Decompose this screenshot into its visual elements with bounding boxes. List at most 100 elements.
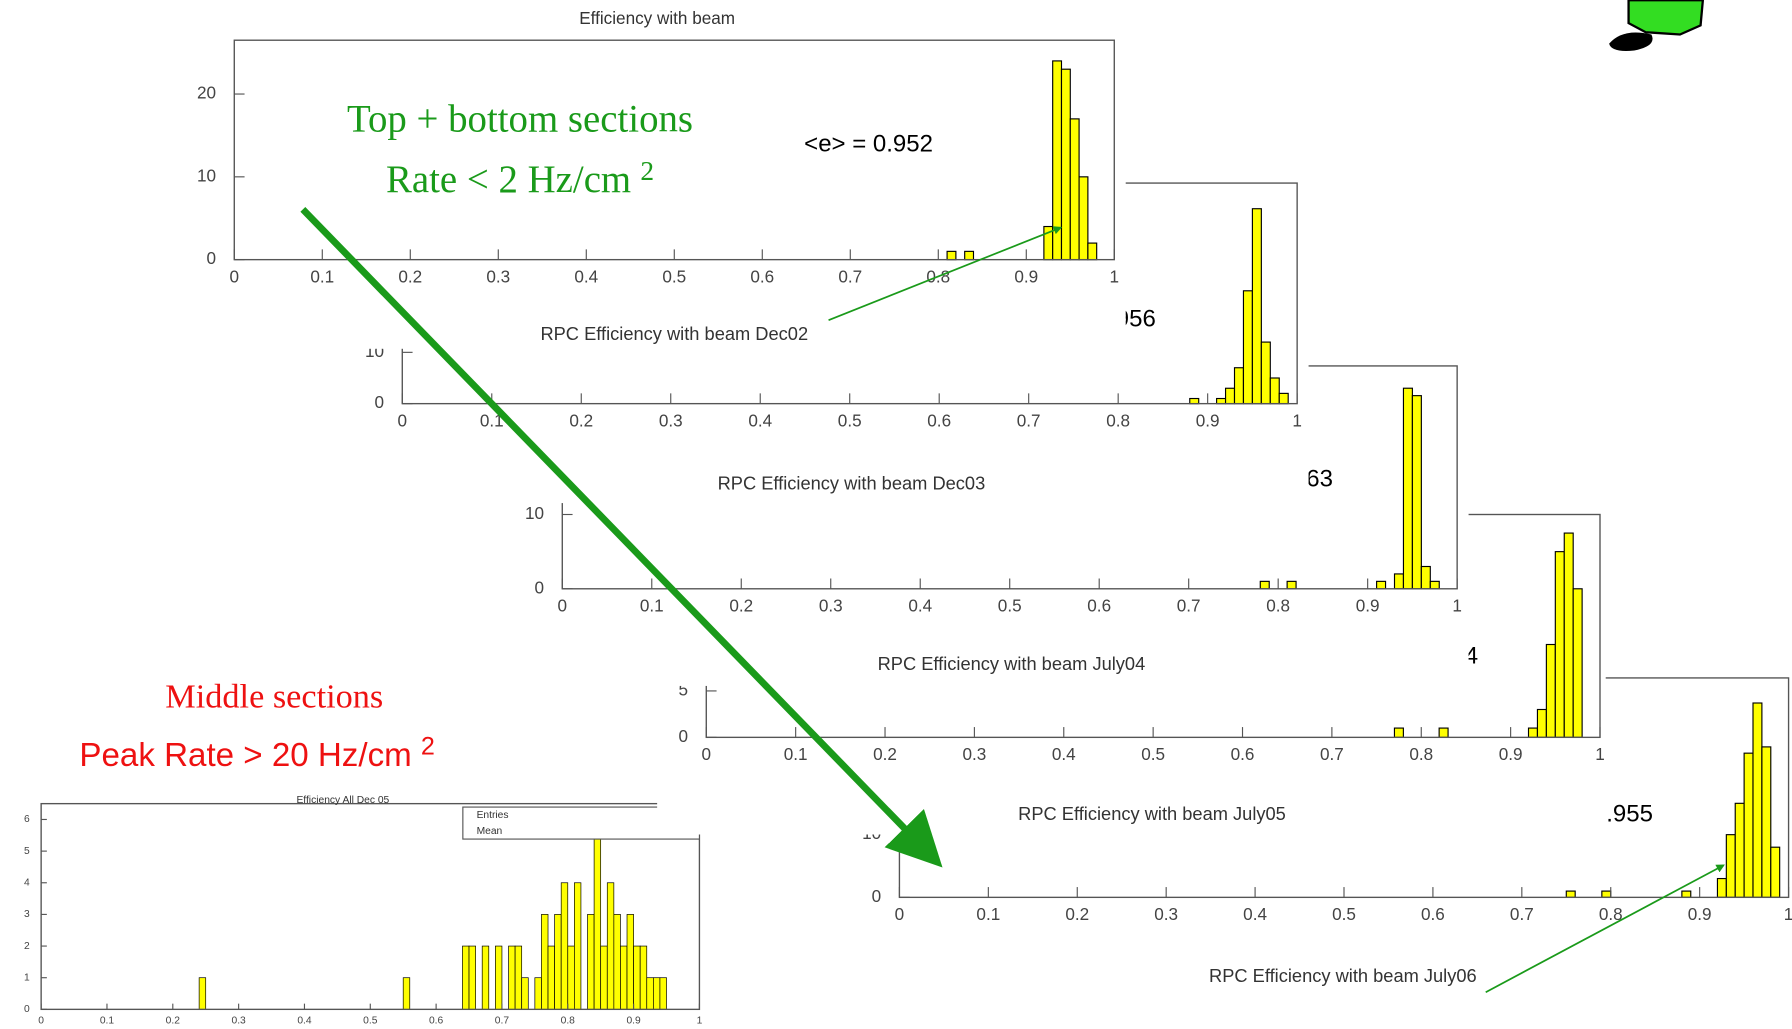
x-tick-label: 0.3 [962, 744, 986, 764]
bar [1233, 367, 1245, 405]
x-tick-label: 0 [702, 744, 712, 764]
bar [1536, 708, 1547, 738]
chart-caption: RPC Efficiency with beam July05 [1018, 803, 1286, 824]
bar [508, 945, 516, 1010]
middle-rate-text: Peak Rate > 20 Hz/cm [79, 737, 411, 774]
bar [600, 945, 608, 1010]
bar [1189, 397, 1200, 405]
x-tick-label: 0.8 [1266, 596, 1290, 616]
bar [521, 977, 529, 1010]
x-tick-label: 0.1 [976, 904, 1000, 924]
top-rate: Rate < 2 Hz/cm 2 [386, 156, 654, 201]
x-tick-label: 0.9 [1014, 266, 1038, 286]
bar [1429, 580, 1440, 590]
bar [1438, 727, 1449, 738]
x-tick-label: 0.7 [1510, 904, 1534, 924]
x-tick-label: 0.1 [480, 410, 504, 430]
x-tick-label: 0.5 [998, 596, 1022, 616]
histogram-panel: 00.10.20.30.40.50.60.70.80.9101020Effici… [171, 0, 1126, 349]
bar [964, 250, 975, 261]
x-tick-label: 0.9 [1196, 410, 1220, 430]
y-tick-label: 5 [24, 846, 30, 857]
bar [946, 250, 957, 261]
bar [639, 945, 648, 1010]
x-tick-label: 0.2 [398, 266, 422, 286]
x-tick-label: 0.1 [784, 744, 808, 764]
x-tick-label: 0.8 [561, 1016, 576, 1027]
x-tick-label: 0.5 [838, 410, 862, 430]
x-tick-label: 0.8 [1599, 904, 1623, 924]
x-tick-label: 0.1 [100, 1016, 115, 1027]
bar [198, 977, 207, 1010]
bar [1420, 565, 1431, 590]
bar [613, 914, 621, 1010]
bar [1278, 392, 1289, 405]
x-tick-label: 1 [1595, 744, 1605, 764]
bar [1402, 387, 1413, 590]
bar [462, 945, 470, 1010]
bar [1743, 752, 1754, 898]
y-tick-label: 0 [534, 577, 544, 597]
x-tick-label: 0.2 [873, 744, 897, 764]
bar [1563, 532, 1574, 738]
y-tick-label: 0 [678, 726, 688, 746]
histogram-panel: 0 0.1 0.2 0.3 0.4 0.5 0.6 0.7 0.8 0.9 1 0 1 2 3 4 5 6 Effi… [0, 788, 715, 1029]
x-tick-label: 0 [558, 596, 568, 616]
bar [560, 882, 569, 1010]
panel-background [171, 0, 1126, 349]
x-tick-label: 0 [230, 266, 240, 286]
x-tick-label: 0.7 [1320, 744, 1344, 764]
bar [1545, 643, 1556, 738]
bar [402, 977, 411, 1010]
bar [1601, 890, 1612, 898]
y-tick-label: 3 [24, 909, 30, 920]
x-tick-label: 0.1 [310, 266, 334, 286]
x-tick-label: 0.7 [495, 1016, 510, 1027]
bar [574, 882, 582, 1010]
x-tick-label: 0.4 [908, 596, 932, 616]
x-tick-label: 0.3 [1154, 904, 1178, 924]
bar [1554, 551, 1565, 738]
pointer-arrow [1485, 864, 1725, 993]
x-tick-label: 0.5 [662, 266, 686, 286]
chart-caption: RPC Efficiency with beam July04 [878, 653, 1146, 674]
bar [1078, 176, 1089, 261]
middle-rate: Peak Rate > 20 Hz/cm 2 [79, 732, 434, 773]
x-tick-label: 0.7 [1017, 410, 1041, 430]
pointer-arrow [828, 226, 1063, 322]
x-tick-label: 0.5 [1141, 744, 1165, 764]
x-tick-label: 0.6 [1087, 596, 1111, 616]
bar [587, 914, 595, 1010]
x-tick-label: 0.2 [1065, 904, 1089, 924]
y-tick-label: 5 [678, 679, 688, 699]
bar [481, 945, 490, 1010]
x-tick-label: 0.8 [1106, 410, 1130, 430]
bar [1411, 395, 1422, 590]
x-tick-label: 1 [697, 1016, 703, 1027]
bar [1734, 802, 1745, 898]
bar [547, 945, 555, 1010]
cartoon-figure [1609, 0, 1705, 51]
x-tick-label: 0 [38, 1016, 44, 1027]
bar [1376, 580, 1387, 590]
bar [1259, 580, 1270, 590]
chart-caption: RPC Efficiency with beam Dec03 [718, 473, 986, 494]
middle-rate-sup: 2 [421, 732, 435, 760]
bar [606, 882, 615, 1010]
x-tick-label: 0.4 [297, 1016, 312, 1027]
top-heading: Top + bottom sections [347, 97, 693, 140]
bar [1565, 890, 1576, 898]
bar [1527, 727, 1539, 738]
x-tick-label: 0.4 [748, 410, 772, 430]
x-tick-label: 0 [895, 904, 905, 924]
bar [1269, 377, 1280, 405]
y-tick-label: 0 [24, 1004, 30, 1015]
bar [534, 977, 542, 1010]
mean-label: <e> = 0.952 [804, 131, 933, 158]
x-tick-label: 1 [1784, 904, 1792, 924]
x-tick-label: 0.8 [1409, 744, 1433, 764]
x-tick-label: 0.4 [1243, 904, 1267, 924]
bar [554, 914, 562, 1010]
x-tick-label: 0.6 [927, 410, 951, 430]
